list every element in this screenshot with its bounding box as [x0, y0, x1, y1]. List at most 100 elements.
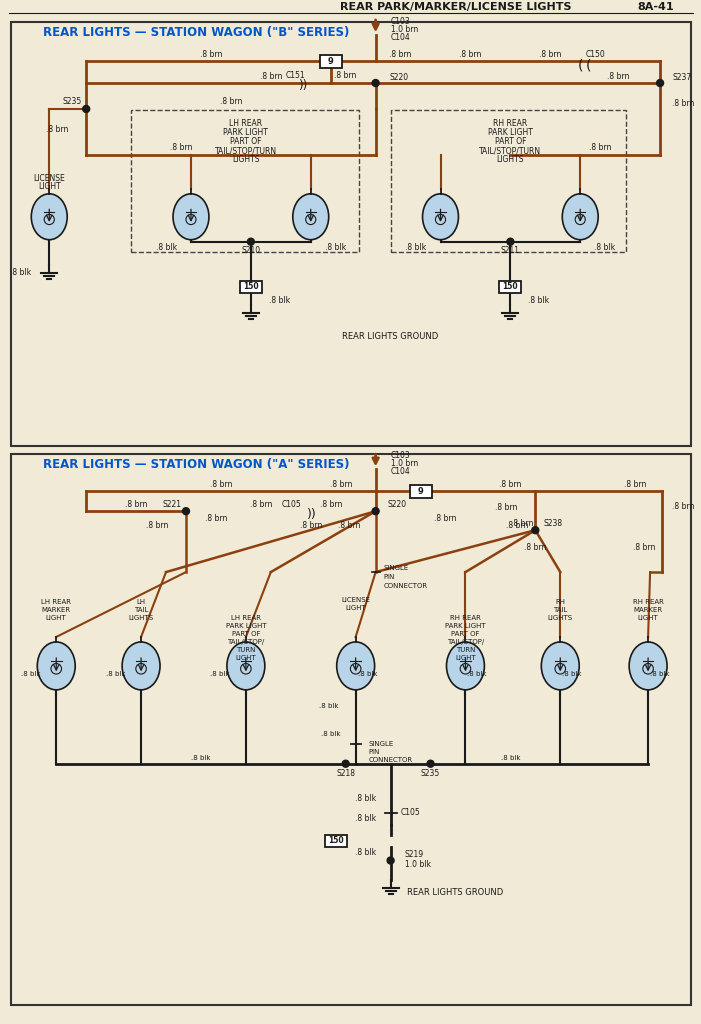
Text: PART OF: PART OF	[495, 137, 526, 146]
Bar	[131, 110, 359, 252]
Text: .8 brn: .8 brn	[320, 500, 342, 509]
Text: C103: C103	[390, 451, 410, 460]
Text: RH REAR: RH REAR	[633, 599, 664, 605]
Text: PIN: PIN	[383, 574, 395, 580]
Text: RH REAR: RH REAR	[450, 615, 481, 621]
Text: S219: S219	[404, 850, 423, 859]
Text: .8 brn: .8 brn	[334, 71, 357, 80]
Text: .8 blk: .8 blk	[268, 296, 290, 305]
Circle shape	[83, 105, 90, 113]
Text: SINGLE: SINGLE	[369, 740, 394, 746]
Text: LH: LH	[137, 599, 146, 605]
Text: PART OF: PART OF	[451, 631, 479, 637]
Text: .8 brn: .8 brn	[46, 125, 68, 134]
Circle shape	[372, 80, 379, 86]
Text: .8 brn: .8 brn	[250, 500, 272, 509]
Text: PARK LIGHT: PARK LIGHT	[226, 623, 266, 629]
Text: )): ))	[307, 508, 317, 520]
Circle shape	[387, 857, 394, 864]
Text: .8 blk: .8 blk	[21, 671, 40, 677]
Text: TAIL/STOP/TURN: TAIL/STOP/TURN	[215, 146, 277, 156]
Text: PARK LIGHT: PARK LIGHT	[445, 623, 486, 629]
Text: PARK LIGHT: PARK LIGHT	[488, 128, 533, 137]
Ellipse shape	[629, 642, 667, 690]
Text: .8 brn: .8 brn	[633, 543, 655, 552]
Text: .8 brn: .8 brn	[339, 520, 360, 529]
Text: .8 brn: .8 brn	[299, 520, 322, 529]
Text: .8 brn: .8 brn	[589, 143, 611, 153]
Text: MARKER: MARKER	[41, 607, 71, 613]
Text: 1.0 brn: 1.0 brn	[390, 459, 418, 468]
Text: S210: S210	[241, 246, 261, 255]
Text: S211: S211	[501, 246, 520, 255]
Text: LH REAR: LH REAR	[229, 120, 262, 128]
Text: PART OF: PART OF	[231, 631, 260, 637]
Text: .8 blk: .8 blk	[210, 671, 230, 677]
Circle shape	[342, 760, 349, 767]
Text: LIGHTS: LIGHTS	[547, 615, 573, 621]
Text: .8 blk: .8 blk	[191, 755, 211, 761]
Text: RH: RH	[555, 599, 565, 605]
Text: (: (	[578, 58, 583, 72]
Text: LH REAR: LH REAR	[231, 615, 261, 621]
Text: MARKER: MARKER	[634, 607, 662, 613]
Text: LICENSE: LICENSE	[341, 597, 370, 603]
Circle shape	[507, 239, 514, 245]
Circle shape	[372, 508, 379, 515]
Text: .8 blk: .8 blk	[355, 795, 376, 803]
Text: .8 brn: .8 brn	[329, 479, 352, 488]
Ellipse shape	[447, 642, 484, 690]
Text: .8 brn: .8 brn	[524, 543, 546, 552]
Text: .8 brn: .8 brn	[205, 514, 227, 522]
Text: RH REAR: RH REAR	[494, 120, 527, 128]
Text: .8 blk: .8 blk	[358, 671, 377, 677]
Ellipse shape	[423, 194, 458, 240]
Text: PART OF: PART OF	[230, 137, 261, 146]
Text: .8 brn: .8 brn	[200, 49, 222, 58]
Bar	[240, 281, 262, 293]
Text: S220: S220	[388, 500, 407, 509]
Text: 9: 9	[328, 56, 334, 66]
Text: .8 blk: .8 blk	[325, 243, 346, 252]
Text: .8 blk: .8 blk	[650, 671, 669, 677]
Text: .8 brn: .8 brn	[672, 502, 695, 511]
Text: (: (	[585, 58, 591, 72]
Bar	[11, 455, 691, 1006]
Bar	[11, 23, 691, 446]
Text: C105: C105	[400, 808, 421, 817]
Text: .8 blk: .8 blk	[529, 296, 550, 305]
Text: TAIL/STOP/TURN: TAIL/STOP/TURN	[479, 146, 541, 156]
Text: .8 brn: .8 brn	[259, 72, 282, 81]
Text: CONNECTOR: CONNECTOR	[383, 583, 428, 589]
Text: 150: 150	[243, 283, 259, 291]
Text: C105: C105	[282, 500, 301, 509]
Text: S237: S237	[672, 73, 691, 82]
Text: .8 brn: .8 brn	[539, 49, 562, 58]
Text: .8 brn: .8 brn	[125, 500, 147, 509]
Ellipse shape	[293, 194, 329, 240]
Text: LIGHT: LIGHT	[638, 615, 658, 621]
Circle shape	[182, 508, 189, 515]
Text: .8 brn: .8 brn	[672, 99, 695, 109]
Text: S235: S235	[63, 97, 82, 106]
Text: 1.0 brn: 1.0 brn	[390, 25, 418, 34]
Text: REAR LIGHTS GROUND: REAR LIGHTS GROUND	[343, 332, 439, 341]
Text: S235: S235	[421, 769, 440, 778]
Text: C104: C104	[390, 467, 410, 476]
Text: .8 blk: .8 blk	[319, 702, 339, 709]
Text: .8 brn: .8 brn	[170, 143, 192, 153]
Text: S221: S221	[163, 500, 182, 509]
Text: TURN: TURN	[236, 647, 256, 653]
Text: C151: C151	[286, 71, 306, 80]
Ellipse shape	[336, 642, 374, 690]
Text: LIGHT: LIGHT	[46, 615, 67, 621]
Text: CONNECTOR: CONNECTOR	[369, 757, 413, 763]
Text: REAR LIGHTS GROUND: REAR LIGHTS GROUND	[407, 888, 503, 897]
Text: .8 blk: .8 blk	[355, 814, 376, 823]
Text: 9: 9	[418, 486, 423, 496]
Text: S238: S238	[543, 519, 562, 527]
Text: C103: C103	[390, 16, 410, 26]
Text: .8 blk: .8 blk	[501, 755, 520, 761]
Text: REAR LIGHTS — STATION WAGON ("B" SERIES): REAR LIGHTS — STATION WAGON ("B" SERIES)	[43, 26, 349, 39]
Text: LIGHT: LIGHT	[38, 182, 60, 191]
